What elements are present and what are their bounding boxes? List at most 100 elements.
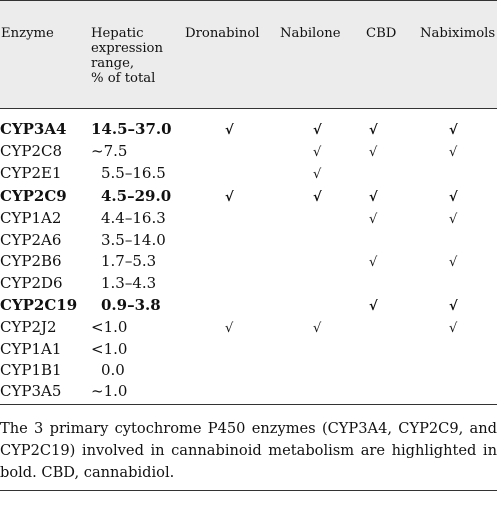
nabilone-cell	[275, 273, 347, 294]
nabilone-cell	[275, 360, 347, 381]
cbd-cell	[347, 230, 403, 251]
nabiximols-cell: √	[403, 141, 497, 163]
nabilone-cell: √	[275, 186, 347, 208]
nabiximols-cell	[403, 163, 497, 185]
check-mark-icon: √	[449, 298, 458, 314]
enzyme-cell: CYP1A1	[0, 340, 62, 359]
range-cell: 5.5–16.5	[101, 164, 166, 183]
check-mark-icon: √	[369, 145, 378, 161]
nabilone-cell	[275, 230, 347, 251]
table-row: CYP2C19 0.9–3.8 √ √	[0, 295, 497, 317]
nabilone-cell	[275, 208, 347, 230]
enzyme-cell: CYP2A6	[0, 231, 62, 250]
enzyme-cell: CYP2B6	[0, 252, 62, 271]
nabiximols-cell	[403, 381, 497, 402]
header-range-line: Hepatic	[91, 26, 144, 41]
nabilone-cell: √	[275, 163, 347, 185]
cbd-cell: √	[347, 251, 403, 273]
dronabinol-cell	[187, 295, 275, 317]
range-cell: <1.0	[91, 317, 128, 336]
top-rule	[0, 0, 497, 1]
enzyme-cell: CYP3A5	[0, 382, 62, 401]
check-mark-icon: √	[449, 189, 458, 205]
header-range: Hepatic expression range, % of total	[91, 26, 163, 86]
table-row: CYP2A6 3.5–14.0	[0, 230, 497, 251]
check-mark-icon: √	[449, 255, 458, 271]
table-footnote: The 3 primary cytochrome P450 enzymes (C…	[0, 420, 497, 482]
check-mark-icon: √	[369, 255, 378, 271]
dronabinol-cell: √	[187, 119, 275, 141]
check-mark-icon: √	[449, 123, 458, 138]
header-range-line: % of total	[91, 71, 156, 86]
range-cell: 0.0	[101, 361, 125, 380]
check-mark-icon: √	[313, 145, 322, 161]
nabilone-cell	[275, 251, 347, 273]
range-cell: ~7.5	[91, 142, 128, 161]
enzyme-cell: CYP2C8	[0, 142, 63, 161]
nabilone-cell: √	[275, 119, 347, 141]
cbd-cell: √	[347, 119, 403, 141]
enzyme-cell: CYP2C19	[0, 295, 78, 314]
nabiximols-cell: √	[403, 208, 497, 230]
nabiximols-cell	[403, 360, 497, 381]
range-cell: 4.4–16.3	[101, 208, 166, 227]
table-row: CYP2E1 5.5–16.5 √	[0, 163, 497, 185]
dronabinol-cell	[187, 251, 275, 273]
cbd-cell: √	[347, 186, 403, 208]
check-mark-icon: √	[449, 320, 458, 336]
check-mark-icon: √	[313, 167, 322, 183]
table-row: CYP1A1 <1.0	[0, 339, 497, 360]
check-mark-icon: √	[449, 211, 458, 227]
enzyme-cell: CYP2D6	[0, 274, 63, 293]
range-cell: 14.5–37.0	[91, 120, 172, 138]
header-rule	[0, 108, 497, 109]
nabiximols-cell	[403, 230, 497, 251]
enzyme-cell: CYP3A4	[0, 120, 67, 138]
check-mark-icon: √	[313, 189, 322, 205]
cbd-cell	[347, 317, 403, 339]
nabiximols-cell: √	[403, 251, 497, 273]
header-enzyme: Enzyme	[1, 26, 54, 41]
table-row: CYP2C9 4.5–29.0 √ √ √ √	[0, 186, 497, 208]
check-mark-icon: √	[369, 211, 378, 227]
range-cell: 4.5–29.0	[101, 186, 172, 205]
table-row: CYP2C8 ~7.5 √ √ √	[0, 141, 497, 163]
dronabinol-cell: √	[187, 317, 275, 339]
nabiximols-cell: √	[403, 186, 497, 208]
check-mark-icon: √	[369, 298, 378, 314]
header-cbd: CBD	[366, 26, 397, 41]
dronabinol-cell	[187, 339, 275, 360]
nabilone-cell	[275, 339, 347, 360]
dronabinol-cell	[187, 208, 275, 230]
nabilone-cell	[275, 381, 347, 402]
bottom-rule	[0, 490, 497, 491]
nabiximols-cell: √	[403, 295, 497, 317]
header-range-line: range,	[91, 56, 135, 71]
header-nabilone: Nabilone	[280, 26, 341, 41]
enzyme-cell: CYP1B1	[0, 361, 62, 380]
table-header: Enzyme Hepatic expression range, % of to…	[0, 1, 497, 108]
check-mark-icon: √	[449, 145, 458, 161]
enzyme-cell: CYP2C9	[0, 186, 67, 205]
range-cell: 1.7–5.3	[101, 252, 157, 271]
nabilone-cell: √	[275, 141, 347, 163]
check-mark-icon: √	[225, 189, 234, 205]
nabiximols-cell: √	[403, 119, 497, 141]
dronabinol-cell	[187, 381, 275, 402]
header-dronabinol: Dronabinol	[185, 26, 260, 41]
dronabinol-cell: √	[187, 186, 275, 208]
cbd-cell	[347, 339, 403, 360]
cbd-cell: √	[347, 208, 403, 230]
cbd-cell: √	[347, 295, 403, 317]
table-row: CYP2D6 1.3–4.3	[0, 273, 497, 294]
table-row: CYP1A2 4.4–16.3 √ √	[0, 208, 497, 230]
cbd-cell	[347, 381, 403, 402]
dronabinol-cell	[187, 273, 275, 294]
nabiximols-cell: √	[403, 317, 497, 339]
cbd-cell: √	[347, 141, 403, 163]
table-row: CYP2J2 <1.0 √ √ √	[0, 317, 497, 339]
cbd-cell	[347, 273, 403, 294]
table-row: CYP2B6 1.7–5.3 √ √	[0, 251, 497, 273]
table-body: CYP3A4 14.5–37.0 √ √ √ √ CYP2C8 ~7.5 √ √ √ CYP2E1 5.…	[0, 119, 497, 403]
nabilone-cell	[275, 295, 347, 317]
